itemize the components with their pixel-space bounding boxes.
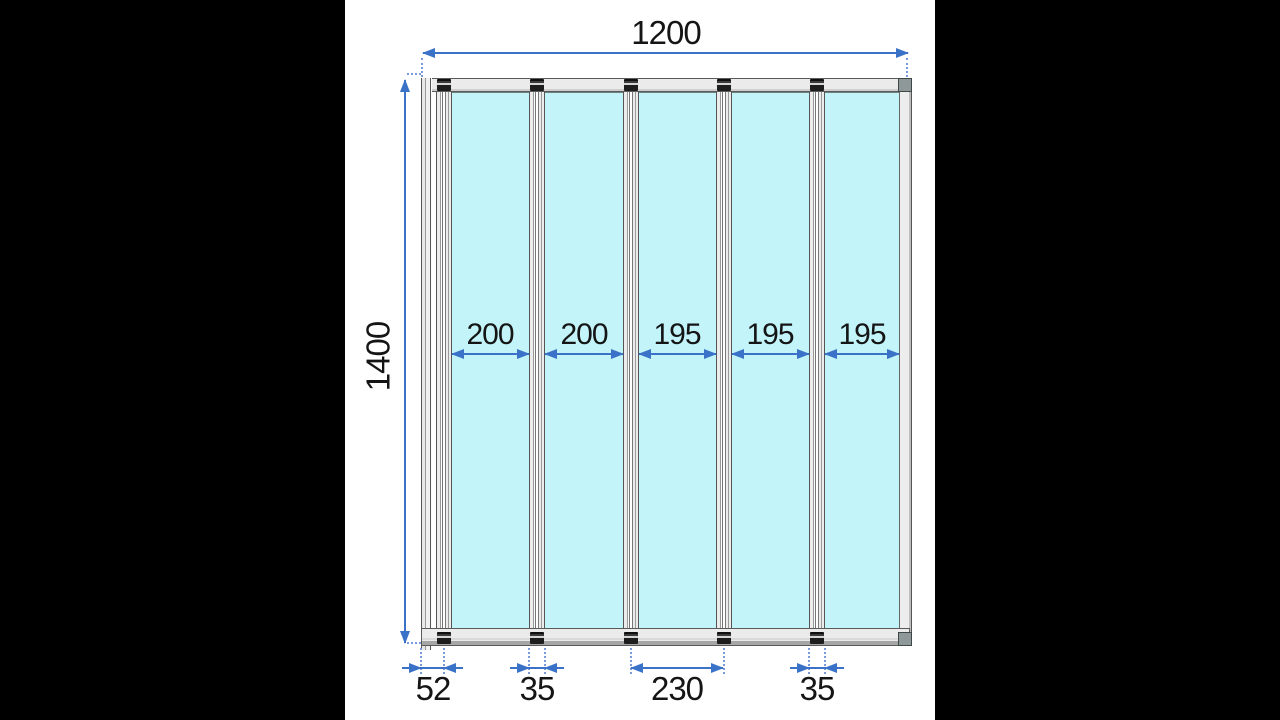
- panel-width-label-3: 195: [653, 318, 701, 351]
- hinge-cap-bottom-1: [437, 632, 451, 644]
- hinge-post-4: [716, 92, 732, 628]
- bottom-extension-line-5: [630, 648, 632, 674]
- wall-profile: [421, 78, 432, 650]
- bottom-dimension-label-35b: 35: [799, 670, 836, 707]
- glass-panel-5: [825, 92, 899, 628]
- panel-width-arrow-2: [544, 349, 624, 359]
- dim52-arrow-right: [443, 663, 463, 673]
- dim52-line: [421, 667, 444, 669]
- height-extension-line-bottom: [407, 642, 421, 644]
- dim35a-line: [529, 667, 545, 669]
- right-frame-profile: [899, 78, 912, 646]
- dim35b-arrow-right: [824, 663, 844, 673]
- hinge-cap-top-2: [530, 79, 544, 91]
- panel-width-label-5: 195: [838, 318, 886, 351]
- hinge-post-1: [436, 92, 452, 628]
- bottom-extension-line-2: [443, 648, 445, 674]
- height-dimension-line: [400, 79, 410, 644]
- hinge-cap-top-5: [810, 79, 824, 91]
- bottom-dimension-label-52: 52: [415, 670, 452, 707]
- glass-panel-3: [639, 92, 716, 628]
- panel-width-arrow-1: [451, 349, 530, 359]
- corner-block-top-right: [898, 78, 912, 92]
- letterbox-left: [0, 0, 345, 720]
- bottom-dimension-label-35a: 35: [519, 670, 556, 707]
- dim230-arrow: [630, 663, 724, 673]
- bottom-extension-line-8: [824, 648, 826, 674]
- panel-width-label-1: 200: [466, 318, 514, 351]
- glass-panel-2: [545, 92, 623, 628]
- hinge-cap-bottom-3: [624, 632, 638, 644]
- dim35b-arrow-left: [790, 663, 810, 673]
- hinge-cap-top-3: [624, 79, 638, 91]
- hinge-cap-top-4: [717, 79, 731, 91]
- dim35a-arrow-right: [544, 663, 564, 673]
- hinge-cap-bottom-5: [810, 632, 824, 644]
- panel-width-label-2: 200: [560, 318, 608, 351]
- hinge-cap-bottom-4: [717, 632, 731, 644]
- panel-width-arrow-5: [824, 349, 900, 359]
- width-extension-line-left: [421, 58, 423, 77]
- glass-panel-4: [732, 92, 809, 628]
- hinge-post-5: [809, 92, 825, 628]
- bottom-extension-line-4: [544, 648, 546, 674]
- hinge-post-3: [623, 92, 639, 628]
- width-extension-line-right: [906, 58, 908, 77]
- corner-block-bottom-right: [898, 632, 912, 646]
- dim35a-arrow-left: [510, 663, 530, 673]
- hinge-post-2: [529, 92, 545, 628]
- bottom-extension-line-1: [420, 648, 422, 674]
- panel-width-label-4: 195: [746, 318, 794, 351]
- height-extension-line-top: [407, 73, 421, 75]
- height-dimension-label: 1400: [359, 321, 397, 392]
- panel-width-arrow-3: [638, 349, 717, 359]
- width-dimension-line: [422, 48, 909, 58]
- dim52-arrow-left: [402, 663, 422, 673]
- bottom-dimension-label-230: 230: [650, 670, 704, 707]
- hinge-cap-top-1: [437, 79, 451, 91]
- letterbox-right: [935, 0, 1280, 720]
- glass-panel-1: [452, 92, 529, 628]
- bottom-extension-line-7: [808, 648, 810, 674]
- bottom-extension-line-6: [723, 648, 725, 674]
- dim35b-line: [809, 667, 825, 669]
- bottom-extension-line-3: [528, 648, 530, 674]
- top-rail: [421, 78, 910, 92]
- width-dimension-label: 1200: [631, 14, 701, 51]
- bottom-rail: [421, 628, 910, 646]
- hinge-cap-bottom-2: [530, 632, 544, 644]
- panel-width-arrow-4: [731, 349, 810, 359]
